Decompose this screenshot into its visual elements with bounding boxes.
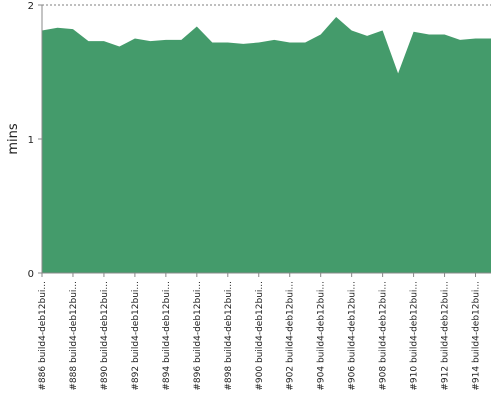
x-tick-label: #892 build4-deb12bui... [131, 281, 141, 391]
x-tick-label: #906 build4-deb12bui... [348, 281, 358, 391]
y-tick-label-0: 0 [28, 269, 34, 280]
x-tick-label: #886 build4-deb12bui... [38, 281, 48, 391]
area-series [42, 17, 491, 274]
x-tick-label: #912 build4-deb12bui... [441, 281, 451, 391]
y-tick-labels: 0 1 2 [28, 1, 34, 280]
x-tick-label: #914 build4-deb12bui... [472, 281, 482, 391]
x-tick-label: #908 build4-deb12bui... [379, 281, 389, 391]
x-tick-label: #890 build4-deb12bui... [100, 281, 110, 391]
x-tick-label: #910 build4-deb12bui... [410, 281, 420, 391]
x-tick-label: #896 build4-deb12bui... [193, 281, 203, 391]
y-axis-title: mins [6, 123, 21, 155]
x-tick-label: #904 build4-deb12bui... [317, 281, 327, 391]
x-tick-label: #888 build4-deb12bui... [69, 281, 79, 391]
x-tick-label: #894 build4-deb12bui... [162, 281, 172, 391]
x-tick-label: #898 build4-deb12bui... [224, 281, 234, 391]
y-tick-label-2: 2 [28, 1, 34, 12]
x-tick-label: #902 build4-deb12bui... [286, 281, 296, 391]
x-tick-labels: #886 build4-deb12bui... #888 build4-deb12… [38, 281, 482, 391]
axes [38, 4, 491, 277]
x-tick-label: #900 build4-deb12bui... [255, 281, 265, 391]
y-tick-label-1: 1 [28, 135, 34, 146]
